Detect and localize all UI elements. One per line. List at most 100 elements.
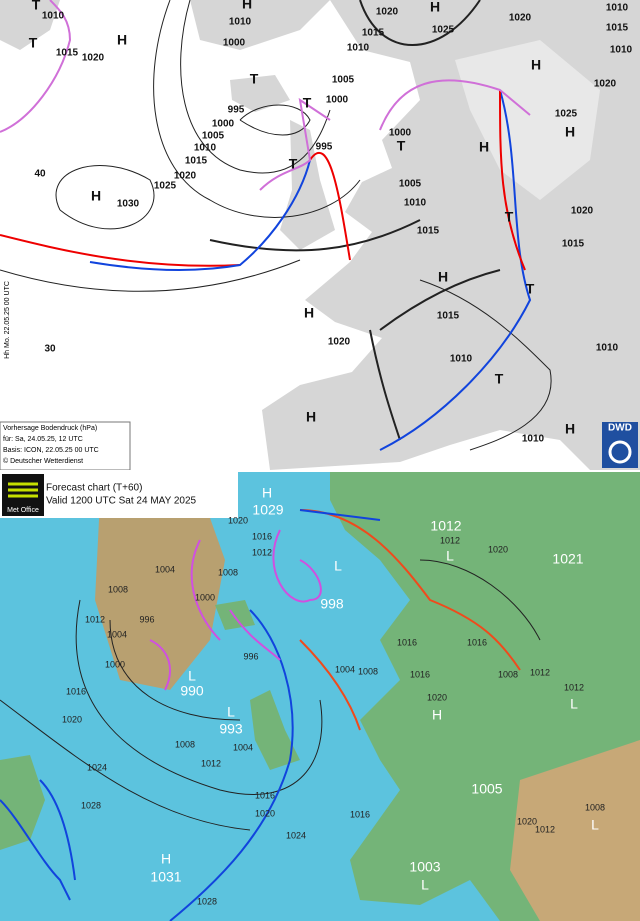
map-label: 1010 [596,343,619,354]
map-label: 1021 [552,551,583,567]
map-label: 1000 [326,95,349,106]
map-label: 1003 [409,859,440,875]
map-label: 1005 [399,179,422,190]
map-label: 1020 [571,206,594,217]
map-label: 1010 [606,3,629,14]
map-label: 30 [44,344,56,355]
map-label: L [227,704,235,720]
legend: Vorhersage Bodendruck (hPa) [3,425,97,432]
map-label: H [565,421,575,437]
legend: Basis: ICON, 22.05.25 00 UTC [3,447,99,454]
map-label: 1010 [522,434,545,445]
map-label: 1005 [202,131,225,142]
map-label: 1015 [185,156,208,167]
map-label: 1024 [286,830,306,840]
map-label: 1000 [223,38,246,49]
map-label: 1015 [417,226,440,237]
legend: © Deutscher Wetterdienst [3,457,83,465]
logo: Met Office [7,507,39,514]
map-label: 1004 [233,742,253,752]
map-label: 990 [180,683,204,699]
map-label: 1000 [212,119,235,130]
map-label: 1016 [255,790,275,800]
map-label: 1012 [201,758,221,768]
map-label: 1012 [535,824,555,834]
map-label: 1030 [117,199,140,210]
map-label: H [117,32,127,48]
dwd-chart [0,0,640,471]
map-label: T [505,209,514,225]
map-label: H [91,188,101,204]
map-label: 996 [243,651,258,661]
map-label: 1000 [195,592,215,602]
map-label: 1008 [358,666,378,676]
map-label: H [242,0,252,12]
map-label: 1012 [252,547,272,557]
map-label: T [495,371,504,387]
map-label: H [479,139,489,155]
map-label: L [334,558,342,574]
map-label: 1024 [87,762,107,772]
map-label: 1028 [197,896,217,906]
map-label: 40 [34,169,46,180]
map-label: 1010 [229,17,252,28]
map-label: T [250,71,259,87]
map-label: T [303,95,312,111]
map-label: L [421,877,429,893]
map-label: 1015 [362,28,385,39]
map-label: H [531,57,541,73]
map-label: 993 [219,721,243,737]
map-label: 1020 [594,79,617,90]
side-text: Hh Mo. 22.05.25 00 UTC [4,281,11,359]
map-label: 1016 [397,637,417,647]
map-label: 1031 [150,869,181,885]
map-label: 1025 [432,25,455,36]
map-label: 1015 [56,48,79,59]
map-label: H [432,707,442,723]
map-label: H [161,851,171,867]
map-label: L [570,696,578,712]
map-label: 1016 [350,809,370,819]
map-label: 1020 [174,171,197,182]
map-label: 1020 [255,808,275,818]
map-label: 1012 [564,682,584,692]
map-label: 1008 [498,669,518,679]
map-label: T [289,156,298,172]
map-label: 1005 [471,781,502,797]
map-label: 1008 [175,739,195,749]
map-label: 1029 [252,502,283,518]
map-label: 1008 [218,567,238,577]
map-label: 1020 [82,53,105,64]
legend: für: Sa, 24.05.25, 12 UTC [3,436,83,443]
map-label: T [29,35,38,51]
map-label: 1025 [555,109,578,120]
map-label: 998 [320,596,344,612]
valid-time: Valid 1200 UTC Sat 24 MAY 2025 [46,496,197,507]
chart-title: Forecast chart (T+60) [46,483,142,494]
map-label: 1015 [606,23,629,34]
map-label: 1015 [437,311,460,322]
map-label: 1004 [335,664,355,674]
map-label: 1012 [430,518,461,534]
map-label: 1010 [610,45,633,56]
map-label: 1008 [108,584,128,594]
map-label: 1016 [66,686,86,696]
map-label: 1020 [427,692,447,702]
map-label: 1004 [155,564,175,574]
map-label: 1015 [562,239,585,250]
map-label: 1020 [228,515,248,525]
map-label: 1020 [376,7,399,18]
map-label: 1020 [517,816,537,826]
map-label: 1010 [404,198,427,209]
metoffice-chart [0,472,640,921]
map-label: T [32,0,41,13]
map-label: 1000 [389,128,412,139]
map-label: 1012 [530,667,550,677]
map-label: L [188,668,196,684]
map-label: 1020 [488,544,508,554]
map-label: 1028 [81,800,101,810]
map-label: T [397,138,406,154]
map-label: L [591,817,599,833]
map-label: 1016 [467,637,487,647]
